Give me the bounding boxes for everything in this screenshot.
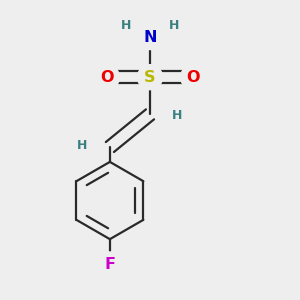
Text: H: H [77,139,88,152]
Text: H: H [120,19,131,32]
Circle shape [94,65,119,90]
Text: N: N [143,30,157,45]
Text: S: S [144,70,156,85]
Text: O: O [186,70,200,85]
Circle shape [98,252,122,277]
Circle shape [181,65,206,90]
Circle shape [137,65,163,90]
Text: F: F [104,257,116,272]
Text: O: O [100,70,114,85]
Text: H: H [169,19,180,32]
Circle shape [137,25,163,50]
Text: H: H [172,109,182,122]
